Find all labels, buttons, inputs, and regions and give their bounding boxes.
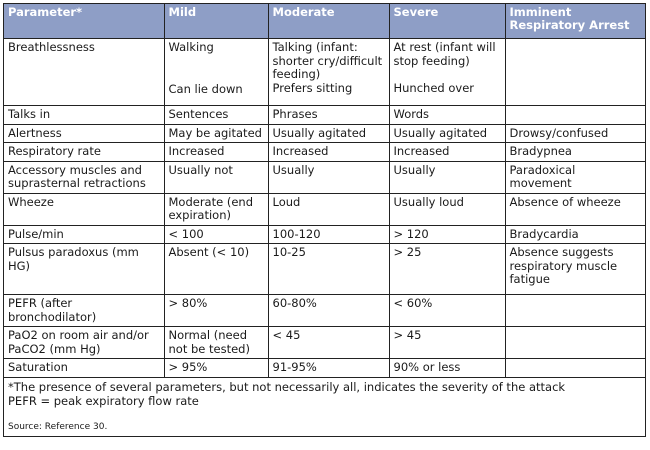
footnote-cell: *The presence of several parameters, but… — [4, 376, 645, 450]
cell-param: Saturation — [4, 358, 165, 377]
cell-param: Accessory muscles and suprasternal retra… — [4, 160, 165, 193]
cell-severe: 90% or less — [389, 358, 506, 377]
cell-imminent: Bradypnea — [505, 142, 645, 161]
header-imminent: Imminent Respiratory Arrest — [505, 4, 645, 39]
cell-imminent — [505, 105, 645, 124]
cell-moderate: Loud — [268, 192, 390, 225]
cell-severe: < 60% — [389, 294, 506, 327]
cell-severe: > 45 — [389, 326, 506, 359]
cell-param: Talks in — [4, 105, 165, 124]
cell-severe: Words — [389, 105, 506, 124]
cell-moderate: 60-80% — [268, 294, 390, 327]
footnote-line-1: *The presence of several parameters, but… — [8, 379, 566, 394]
table-row: Pulsus paradoxus (mm HG) Absent (< 10) 1… — [4, 243, 645, 295]
table-row: PEFR (after bronchodilator) > 80% 60-80%… — [4, 294, 645, 327]
cell-mild-top: Walking — [168, 40, 214, 54]
table-row: Accessory muscles and suprasternal retra… — [4, 160, 645, 193]
table-row: Respiratory rate Increased Increased Inc… — [4, 142, 645, 161]
cell-moderate: 100-120 — [268, 224, 390, 244]
cell-moderate-bottom: Prefers sitting — [272, 80, 353, 95]
cell-imminent — [505, 38, 645, 106]
cell-severe: Increased — [389, 142, 506, 161]
cell-severe: > 25 — [389, 243, 506, 295]
table-row: PaO2 on room air and/or PaCO2 (mm Hg) No… — [4, 326, 645, 359]
cell-param: Pulse/min — [4, 224, 165, 244]
table-row: Saturation > 95% 91-95% 90% or less — [4, 358, 645, 377]
header-moderate: Moderate — [268, 4, 390, 39]
cell-imminent: Bradycardia — [505, 224, 645, 244]
cell-mild: Moderate (end expiration) — [164, 192, 269, 225]
cell-param: Pulsus paradoxus (mm HG) — [4, 243, 165, 295]
header-mild: Mild — [164, 4, 269, 39]
cell-param: Alertness — [4, 123, 165, 143]
cell-mild: Absent (< 10) — [164, 243, 269, 295]
cell-imminent: Absence suggests respiratory muscle fati… — [505, 243, 645, 295]
asthma-severity-table-frame: Parameter* Mild Moderate Severe Imminent… — [3, 3, 646, 450]
cell-severe: Usually loud — [389, 192, 506, 225]
cell-imminent — [505, 358, 645, 377]
header-severe: Severe — [389, 4, 506, 39]
cell-mild-bottom: Can lie down — [168, 81, 243, 96]
table-row: Talks in Sentences Phrases Words — [4, 105, 645, 124]
cell-param: Respiratory rate — [4, 142, 165, 161]
cell-mild: Usually not — [164, 160, 269, 193]
cell-mild: Walking Can lie down — [164, 38, 269, 106]
table-row: Alertness May be agitated Usually agitat… — [4, 123, 645, 143]
footnote-source: Source: Reference 30. — [8, 421, 108, 432]
cell-moderate: Talking (infant: shorter cry/difficult f… — [268, 38, 390, 106]
footnote-row: *The presence of several parameters, but… — [4, 376, 645, 450]
cell-mild: > 80% — [164, 294, 269, 327]
cell-param: PEFR (after bronchodilator) — [4, 294, 165, 327]
cell-mild: < 100 — [164, 224, 269, 244]
cell-moderate: 91-95% — [268, 358, 390, 377]
header-row: Parameter* Mild Moderate Severe Imminent… — [4, 4, 645, 39]
cell-param: Breathlessness — [4, 38, 165, 106]
cell-moderate: Phrases — [268, 105, 390, 124]
cell-param: Wheeze — [4, 192, 165, 225]
cell-mild: May be agitated — [164, 123, 269, 143]
asthma-severity-table: Parameter* Mild Moderate Severe Imminent… — [4, 4, 645, 450]
cell-imminent: Drowsy/confused — [505, 123, 645, 143]
cell-mild: > 95% — [164, 358, 269, 377]
cell-imminent: Absence of wheeze — [505, 192, 645, 225]
cell-moderate-top: Talking (infant: shorter cry/difficult f… — [272, 40, 383, 81]
cell-severe-top: At rest (infant will stop feeding) — [393, 40, 496, 68]
cell-moderate: Usually — [268, 160, 390, 193]
cell-moderate: < 45 — [268, 326, 390, 359]
cell-severe: Usually — [389, 160, 506, 193]
cell-imminent — [505, 294, 645, 327]
table-row: Breathlessness Walking Can lie down Talk… — [4, 38, 645, 106]
cell-param: PaO2 on room air and/or PaCO2 (mm Hg) — [4, 326, 165, 359]
table-row: Wheeze Moderate (end expiration) Loud Us… — [4, 192, 645, 225]
table-row: Pulse/min < 100 100-120 > 120 Bradycardi… — [4, 224, 645, 244]
footnote-line-2: PEFR = peak expiratory flow rate — [8, 393, 199, 408]
header-parameter: Parameter* — [4, 4, 165, 39]
cell-mild: Increased — [164, 142, 269, 161]
cell-severe-bottom: Hunched over — [393, 81, 475, 95]
cell-imminent: Paradoxical movement — [505, 160, 645, 193]
cell-severe: Usually agitated — [389, 123, 506, 143]
cell-severe: > 120 — [389, 224, 506, 244]
cell-mild: Normal (need not be tested) — [164, 326, 269, 359]
cell-moderate: Usually agitated — [268, 123, 390, 143]
cell-mild: Sentences — [164, 105, 269, 124]
cell-severe: At rest (infant will stop feeding) Hunch… — [389, 38, 506, 106]
cell-moderate: Increased — [268, 142, 390, 161]
cell-imminent — [505, 326, 645, 359]
cell-moderate: 10-25 — [268, 243, 390, 295]
